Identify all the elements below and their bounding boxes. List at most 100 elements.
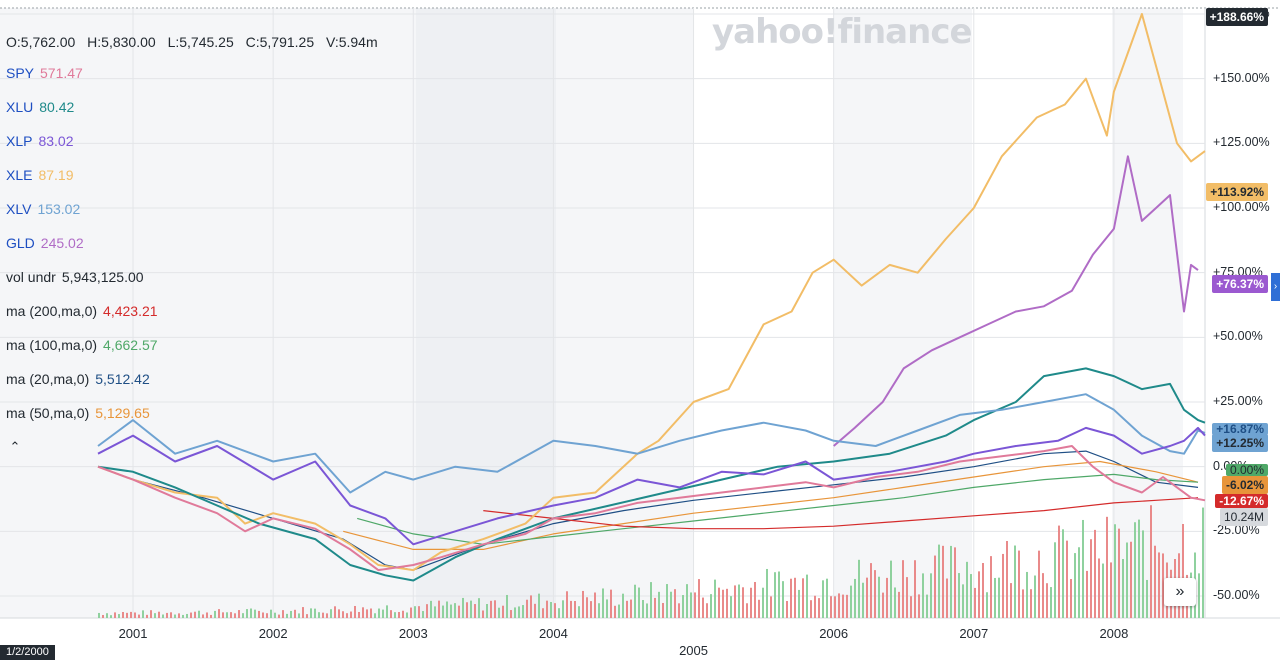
x-tick-label: 2007 — [959, 626, 989, 641]
legend-item-xlu[interactable]: XLU 80.42 — [6, 97, 158, 131]
volume-bar — [530, 595, 532, 618]
x-tick-label: 2005 — [679, 643, 708, 658]
legend-item-xlv[interactable]: XLV 153.02 — [6, 199, 158, 233]
legend-item-spy[interactable]: SPY 571.47 — [6, 63, 158, 97]
volume-bar — [734, 585, 736, 618]
legend-value: 83.02 — [38, 133, 74, 149]
volume-bar — [806, 574, 808, 618]
volume-bar — [638, 587, 640, 618]
legend: SPY 571.47 XLU 80.42 XLP 83.02 XLE 87.19 XLV… — [6, 63, 158, 437]
volume-bar — [614, 605, 616, 618]
volume-bar — [382, 609, 384, 618]
volume-bar — [982, 562, 984, 618]
volume-bar — [1014, 545, 1016, 618]
volume-bar — [782, 581, 784, 618]
indicator-label: ma (20,ma,0) — [6, 371, 90, 387]
volume-bar — [242, 613, 244, 618]
volume-bar — [754, 581, 756, 618]
volume-bar — [590, 601, 592, 618]
volume-bar — [650, 582, 652, 618]
indicator-ma-100[interactable]: ma (100,ma,0) 4,662.57 — [6, 335, 158, 369]
volume-bar — [370, 608, 372, 618]
indicator-ma-20[interactable]: ma (20,ma,0) 5,512.42 — [6, 369, 158, 403]
volume-bar — [1202, 507, 1204, 618]
legend-item-xlp[interactable]: XLP 83.02 — [6, 131, 158, 165]
volume-bar — [254, 609, 256, 618]
volume-bar — [154, 613, 156, 618]
low-value: L:5,745.25 — [167, 34, 234, 50]
volume-bar — [794, 577, 796, 618]
volume-bar — [878, 576, 880, 618]
legend-symbol: GLD — [6, 235, 35, 251]
volume-bar — [454, 603, 456, 618]
volume-bar — [926, 594, 928, 618]
volume-bar — [462, 597, 464, 618]
x-tick-label: 2001 — [118, 626, 148, 641]
volume-bar — [746, 603, 748, 618]
collapse-legend-chevron-up-icon[interactable]: ⌃ — [9, 439, 21, 454]
indicator-ma-50[interactable]: ma (50,ma,0) 5,129.65 — [6, 403, 158, 437]
indicator-ma-200[interactable]: ma (200,ma,0) 4,423.21 — [6, 301, 158, 335]
volume-bar — [678, 603, 680, 618]
close-value: C:5,791.25 — [245, 34, 315, 50]
volume-bar — [386, 605, 388, 618]
volume-bar — [126, 612, 128, 618]
volume-bar — [566, 591, 568, 618]
volume-bar — [458, 605, 460, 618]
volume-bar — [938, 544, 940, 618]
y-tick-label: +50.00% — [1213, 329, 1263, 344]
volume-bar — [574, 600, 576, 618]
xlu-percent-tag: +16.87% — [1212, 423, 1268, 435]
series-line-xlu — [97, 367, 1206, 582]
volume-bar — [342, 611, 344, 618]
volume-bar — [502, 605, 504, 618]
volume-bar — [478, 598, 480, 618]
volume-bar — [910, 596, 912, 618]
indicator-volume-under[interactable]: vol undr 5,943,125.00 — [6, 267, 158, 301]
legend-item-gld[interactable]: GLD 245.02 — [6, 233, 158, 267]
volume-bar — [850, 585, 852, 618]
volume-bar — [750, 587, 752, 618]
volume-bar — [610, 589, 612, 618]
volume-bar — [618, 604, 620, 618]
volume-bar — [898, 591, 900, 618]
volume-bar — [226, 612, 228, 618]
volume-bar — [198, 610, 200, 618]
volume-bar — [1158, 552, 1160, 618]
year-shade-2007 — [972, 8, 1112, 618]
ma50-percent-tag: -6.02% — [1221, 476, 1268, 494]
volume-bar — [250, 608, 252, 618]
indicator-value: 4,662.57 — [103, 337, 158, 353]
volume-bar — [434, 606, 436, 618]
series-line-spy — [97, 445, 1206, 572]
expand-panel-chevron-right-icon[interactable]: › — [1271, 273, 1280, 301]
volume-bar — [786, 600, 788, 618]
volume-bar — [158, 611, 160, 618]
volume-bar — [798, 589, 800, 618]
volume-bar — [130, 611, 132, 618]
legend-item-xle[interactable]: XLE 87.19 — [6, 165, 158, 199]
volume-bar — [338, 609, 340, 618]
legend-value: 245.02 — [40, 235, 84, 251]
x-tick-label: 2004 — [538, 626, 568, 641]
volume-bar — [334, 606, 336, 618]
volume-bar — [846, 594, 848, 618]
volume-bar — [790, 578, 792, 618]
y-tick-label: -25.00% — [1213, 523, 1260, 538]
volume-bar — [762, 587, 764, 618]
volume-bar — [1146, 579, 1148, 618]
indicator-label: ma (100,ma,0) — [6, 337, 98, 353]
legend-value: 87.19 — [38, 167, 74, 183]
legend-symbol: XLP — [6, 133, 33, 149]
current-period-shade — [1183, 8, 1205, 618]
fast-forward-icon[interactable]: » — [1164, 578, 1196, 606]
volume-bar — [1142, 530, 1144, 618]
volume-bar — [950, 545, 952, 618]
y-tick-label: +25.00% — [1213, 394, 1263, 408]
volume-bar — [122, 612, 124, 618]
volume-bar — [1062, 529, 1064, 618]
volume-bar — [594, 592, 596, 618]
volume-bar — [946, 578, 948, 618]
x-tick-label: 2008 — [1099, 626, 1129, 641]
